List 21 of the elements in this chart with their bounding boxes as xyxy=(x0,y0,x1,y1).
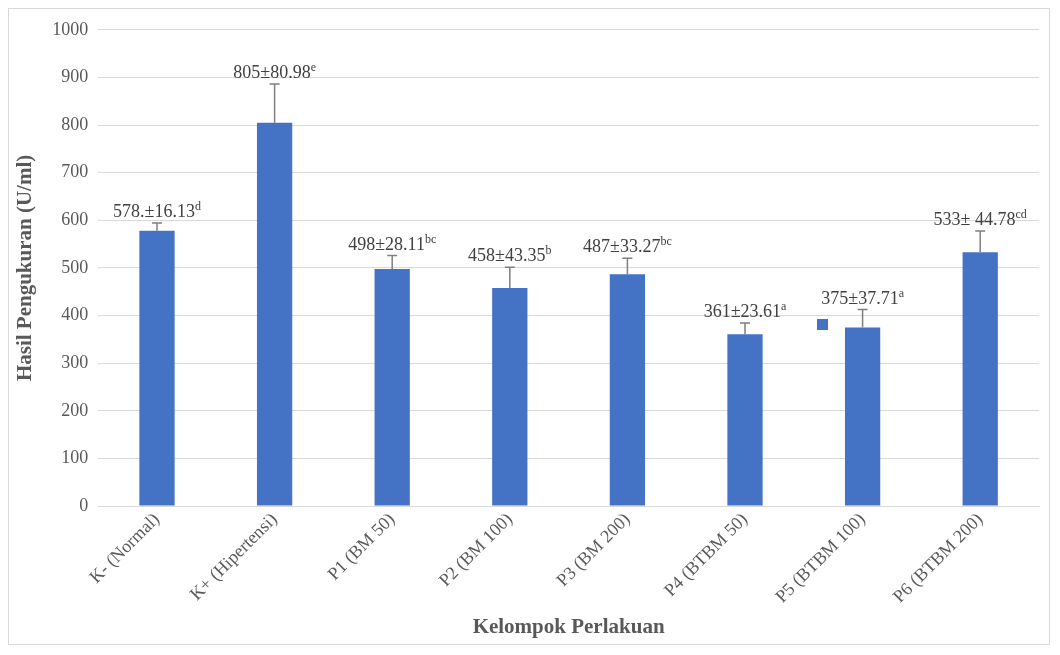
y-tick-label: 1000 xyxy=(52,18,89,39)
y-tick-label: 700 xyxy=(61,161,89,182)
y-tick-label: 100 xyxy=(61,447,89,468)
y-tick-label: 300 xyxy=(61,351,89,372)
bar xyxy=(139,230,175,506)
y-tick-label: 900 xyxy=(61,66,89,87)
y-tick-label: 400 xyxy=(61,304,89,325)
bar xyxy=(374,268,410,506)
bar xyxy=(256,122,293,506)
bar xyxy=(492,287,528,506)
bar xyxy=(727,334,763,506)
y-axis-title: Hasil Pengukuran (U/ml) xyxy=(12,154,37,382)
y-tick-label: 200 xyxy=(61,399,89,420)
bar xyxy=(609,274,646,506)
y-tick-label: 500 xyxy=(61,256,89,277)
y-tick-label: 800 xyxy=(61,113,89,134)
y-tick-label: 0 xyxy=(79,494,89,515)
y-tick-label: 600 xyxy=(61,209,89,230)
x-axis-title: Kelompok Perlakuan xyxy=(472,613,665,638)
bar xyxy=(962,252,998,506)
bar xyxy=(844,327,881,506)
